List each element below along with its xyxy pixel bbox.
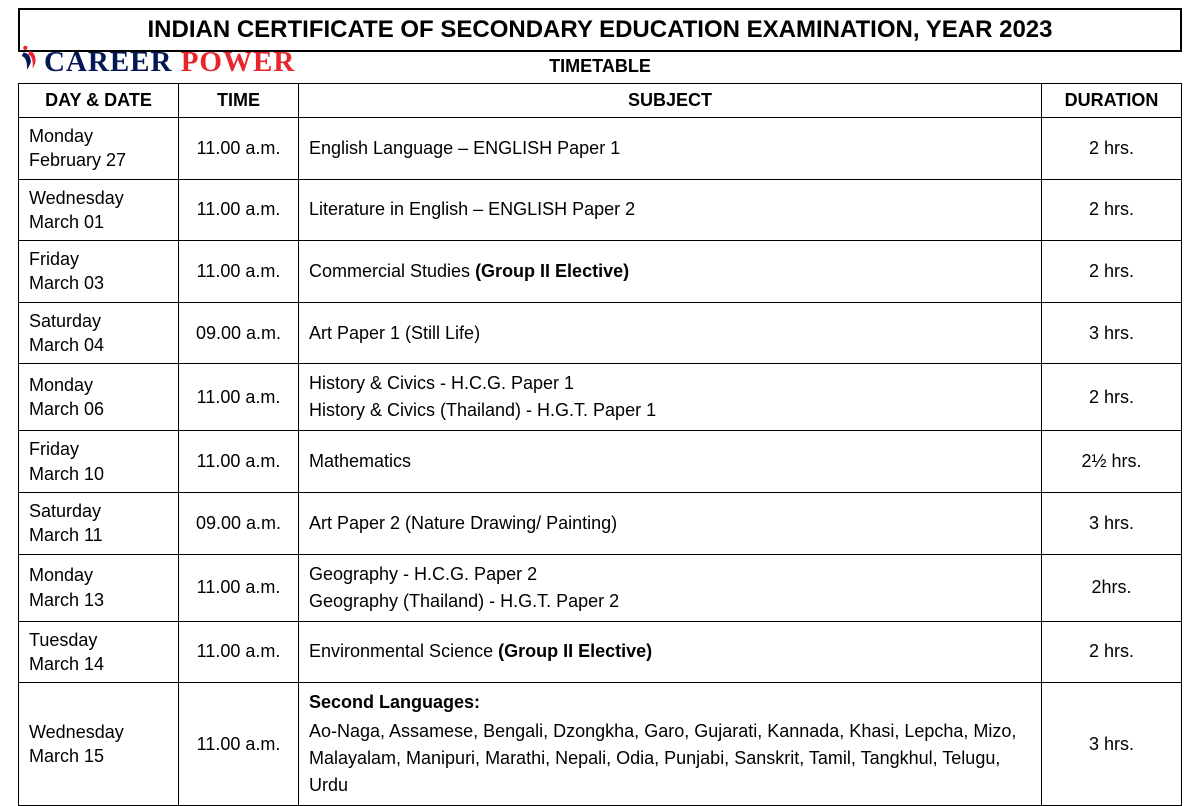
duration-cell: 2hrs. xyxy=(1042,554,1182,621)
day-line1: Wednesday xyxy=(29,722,124,742)
col-subject: SUBJECT xyxy=(299,84,1042,118)
day-line1: Saturday xyxy=(29,501,101,521)
col-day: DAY & DATE xyxy=(19,84,179,118)
duration-cell: 2½ hrs. xyxy=(1042,431,1182,493)
day-line2: March 01 xyxy=(29,212,104,232)
day-line1: Tuesday xyxy=(29,630,97,650)
time-cell: 11.00 a.m. xyxy=(179,431,299,493)
col-duration: DURATION xyxy=(1042,84,1182,118)
subject-cell: Second Languages: Ao-Naga, Assamese, Ben… xyxy=(299,683,1042,806)
subject-cell: Literature in English – ENGLISH Paper 2 xyxy=(299,179,1042,241)
table-row: Monday March 06 11.00 a.m. History & Civi… xyxy=(19,364,1182,431)
subject-cell: Art Paper 1 (Still Life) xyxy=(299,302,1042,364)
table-row: Friday March 10 11.00 a.m. Mathematics 2½… xyxy=(19,431,1182,493)
time-cell: 11.00 a.m. xyxy=(179,241,299,303)
subject-line2: History & Civics (Thailand) - H.G.T. Pap… xyxy=(309,397,1031,424)
time-cell: 11.00 a.m. xyxy=(179,179,299,241)
brand-logo: CAREER POWER xyxy=(18,46,295,82)
subject-cell: English Language – ENGLISH Paper 1 xyxy=(299,118,1042,180)
subject-line2: Geography (Thailand) - H.G.T. Paper 2 xyxy=(309,588,1031,615)
duration-cell: 2 hrs. xyxy=(1042,118,1182,180)
duration-cell: 3 hrs. xyxy=(1042,302,1182,364)
table-row: Monday February 27 11.00 a.m. English Lan… xyxy=(19,118,1182,180)
subject-line1: History & Civics - H.C.G. Paper 1 xyxy=(309,370,1031,397)
table-row: Wednesday March 01 11.00 a.m. Literature … xyxy=(19,179,1182,241)
logo-text-2: POWER xyxy=(181,46,296,78)
subject-prefix: Commercial Studies xyxy=(309,261,475,281)
day-line2: March 14 xyxy=(29,654,104,674)
subject-bold: (Group II Elective) xyxy=(475,261,629,281)
duration-cell: 2 hrs. xyxy=(1042,179,1182,241)
subject-prefix: Environmental Science xyxy=(309,641,498,661)
subject-cell: Geography - H.C.G. Paper 2Geography (Tha… xyxy=(299,554,1042,621)
duration-cell: 3 hrs. xyxy=(1042,683,1182,806)
table-row: Saturday March 11 09.00 a.m. Art Paper 2 … xyxy=(19,492,1182,554)
subject-bold: (Group II Elective) xyxy=(498,641,652,661)
day-line2: March 11 xyxy=(29,525,103,545)
subject-cell: Environmental Science (Group II Elective… xyxy=(299,621,1042,683)
day-line2: March 03 xyxy=(29,273,104,293)
time-cell: 11.00 a.m. xyxy=(179,683,299,806)
day-line1: Wednesday xyxy=(29,188,124,208)
table-row: Friday March 03 11.00 a.m. Commercial Stu… xyxy=(19,241,1182,303)
table-header-row: DAY & DATE TIME SUBJECT DURATION xyxy=(19,84,1182,118)
timetable: DAY & DATE TIME SUBJECT DURATION Monday F… xyxy=(18,83,1182,806)
duration-cell: 3 hrs. xyxy=(1042,492,1182,554)
time-cell: 11.00 a.m. xyxy=(179,554,299,621)
col-time: TIME xyxy=(179,84,299,118)
duration-cell: 2 hrs. xyxy=(1042,621,1182,683)
day-line2: March 04 xyxy=(29,335,104,355)
day-line1: Monday xyxy=(29,565,93,585)
lang-list: Ao-Naga, Assamese, Bengali, Dzongkha, Ga… xyxy=(309,721,1016,795)
table-row: Tuesday March 14 11.00 a.m. Environmental… xyxy=(19,621,1182,683)
logo-text-1: CAREER xyxy=(44,46,181,78)
day-line1: Friday xyxy=(29,439,79,459)
day-line2: February 27 xyxy=(29,150,126,170)
duration-cell: 2 hrs. xyxy=(1042,364,1182,431)
day-line1: Monday xyxy=(29,126,93,146)
table-row: Saturday March 04 09.00 a.m. Art Paper 1 … xyxy=(19,302,1182,364)
day-line2: March 15 xyxy=(29,746,104,766)
day-line1: Monday xyxy=(29,375,93,395)
day-line1: Friday xyxy=(29,249,79,269)
time-cell: 09.00 a.m. xyxy=(179,302,299,364)
day-line2: March 13 xyxy=(29,590,104,610)
day-line2: March 10 xyxy=(29,464,104,484)
time-cell: 11.00 a.m. xyxy=(179,364,299,431)
day-line1: Saturday xyxy=(29,311,101,331)
subject-cell: Commercial Studies (Group II Elective) xyxy=(299,241,1042,303)
time-cell: 11.00 a.m. xyxy=(179,118,299,180)
table-row: Monday March 13 11.00 a.m. Geography - H.… xyxy=(19,554,1182,621)
subject-cell: History & Civics - H.C.G. Paper 1History… xyxy=(299,364,1042,431)
logo-icon xyxy=(18,44,40,80)
table-row: Wednesday March 15 11.00 a.m. Second Lang… xyxy=(19,683,1182,806)
lang-heading: Second Languages: xyxy=(309,689,1031,716)
subject-cell: Mathematics xyxy=(299,431,1042,493)
time-cell: 11.00 a.m. xyxy=(179,621,299,683)
day-line2: March 06 xyxy=(29,399,104,419)
subject-cell: Art Paper 2 (Nature Drawing/ Painting) xyxy=(299,492,1042,554)
subject-line1: Geography - H.C.G. Paper 2 xyxy=(309,561,1031,588)
time-cell: 09.00 a.m. xyxy=(179,492,299,554)
duration-cell: 2 hrs. xyxy=(1042,241,1182,303)
